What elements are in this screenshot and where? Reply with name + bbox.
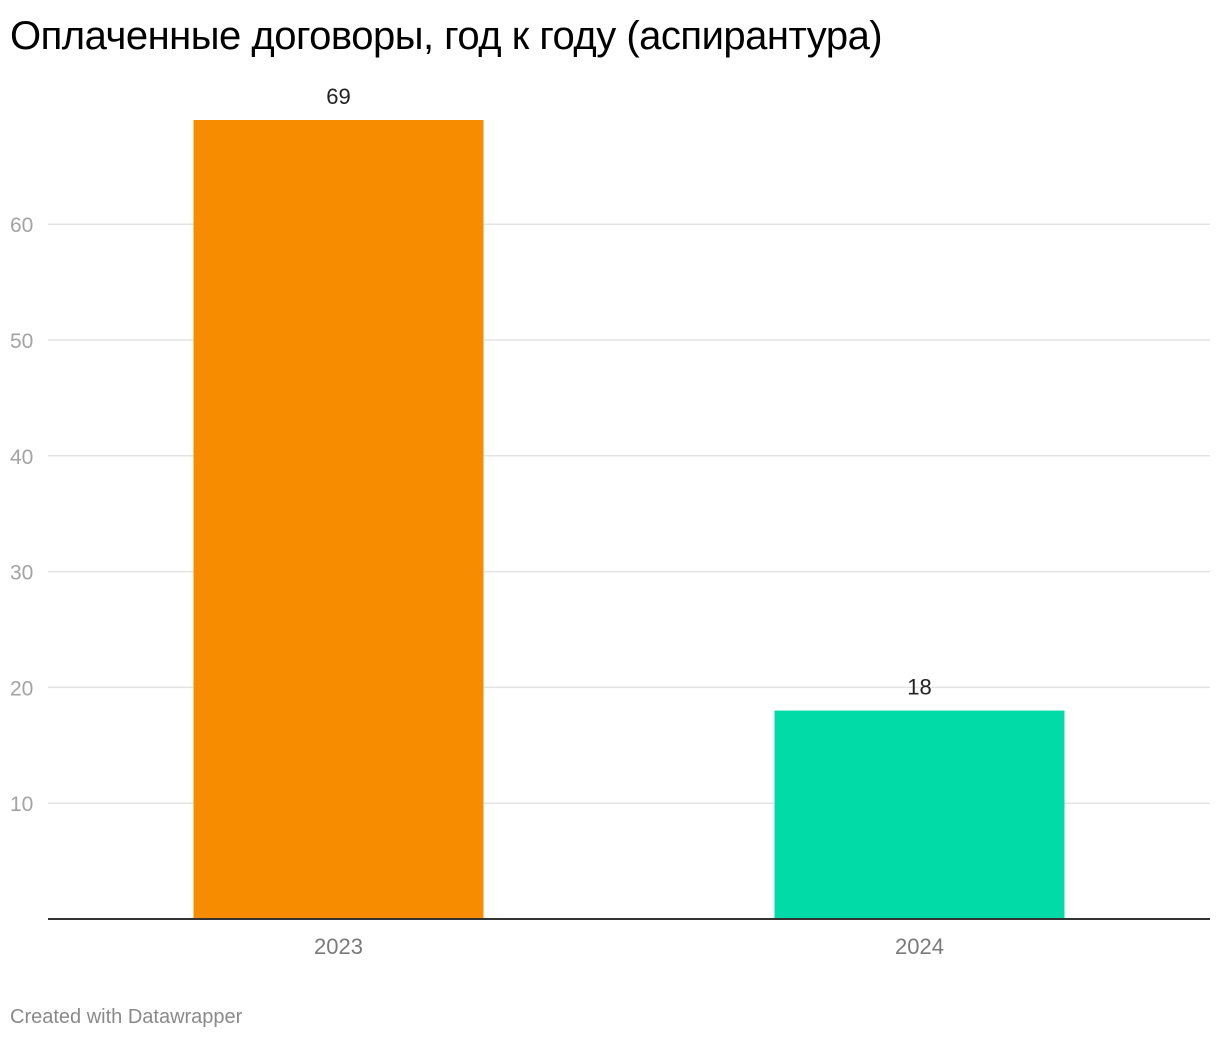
y-tick-label-60: 60	[10, 214, 33, 237]
footer-credit: Created with Datawrapper	[10, 1006, 243, 1028]
y-tick-label-30: 30	[10, 562, 33, 585]
y-tick-label-10: 10	[10, 793, 33, 816]
x-axis-ticks: 2023 2024	[314, 934, 944, 959]
value-labels: 69 18	[326, 84, 931, 700]
value-label-2024: 18	[907, 675, 931, 700]
y-tick-label-50: 50	[10, 330, 33, 353]
bars	[193, 120, 1065, 919]
chart-title: Оплаченные договоры, год к году (аспиран…	[10, 14, 883, 58]
bar-2024	[774, 710, 1065, 919]
bar-2023	[193, 120, 484, 919]
y-tick-label-40: 40	[10, 446, 33, 469]
bar-chart: 10 20 30 40 50 60 69 18 2023 2024	[10, 84, 1210, 959]
value-label-2023: 69	[326, 84, 350, 109]
x-tick-label-2023: 2023	[314, 934, 363, 959]
x-tick-label-2024: 2024	[895, 934, 944, 959]
y-axis-ticks: 10 20 30 40 50 60	[10, 214, 33, 816]
y-tick-label-20: 20	[10, 677, 33, 700]
